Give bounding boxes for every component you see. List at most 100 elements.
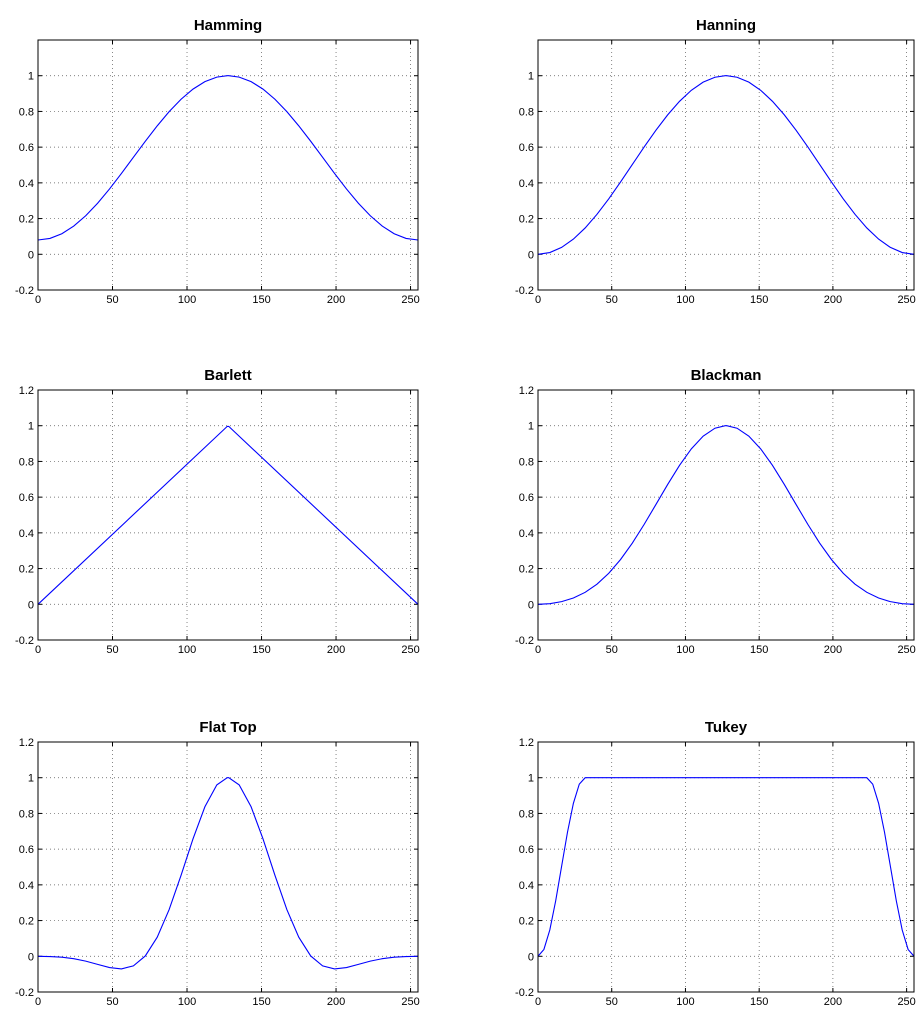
x-tick-label: 0 — [535, 294, 541, 306]
x-tick-label: 250 — [401, 996, 419, 1008]
x-tick-label: 0 — [535, 996, 541, 1008]
y-tick-label: 0.2 — [19, 916, 34, 928]
y-tick-label: 0.2 — [519, 214, 534, 226]
y-tick-label: 0.6 — [519, 492, 534, 504]
y-tick-label: 1 — [28, 421, 34, 433]
y-tick-label: 0 — [28, 599, 34, 611]
x-tick-label: 100 — [676, 996, 694, 1008]
x-tick-label: 100 — [178, 644, 196, 656]
y-tick-label: 1.2 — [519, 385, 534, 397]
axes-frame — [37, 741, 419, 993]
x-tick-label: 50 — [606, 644, 618, 656]
x-tick-label: 100 — [676, 644, 694, 656]
window-curve — [537, 75, 915, 255]
window-curve — [537, 777, 915, 957]
x-tick-label: 50 — [106, 294, 118, 306]
subplot-title: Blackman — [691, 367, 762, 384]
window-curve — [537, 425, 915, 605]
x-tick-label: 50 — [106, 644, 118, 656]
y-tick-label: 0 — [528, 249, 534, 261]
y-tick-label: 0 — [28, 249, 34, 261]
y-tick-label: -0.2 — [515, 285, 534, 297]
x-tick-label: 200 — [824, 294, 842, 306]
y-tick-label: 0.4 — [519, 880, 534, 892]
y-tick-label: 0.4 — [19, 880, 34, 892]
window-curve — [37, 777, 419, 970]
x-tick-label: 200 — [327, 644, 345, 656]
x-tick-label: 0 — [535, 644, 541, 656]
y-tick-label: 0.8 — [19, 456, 34, 468]
subplot-title: Hamming — [194, 17, 262, 34]
x-tick-label: 150 — [252, 996, 270, 1008]
y-tick-label: -0.2 — [15, 285, 34, 297]
y-tick-label: 0.4 — [19, 178, 34, 190]
x-tick-label: 0 — [35, 996, 41, 1008]
y-tick-label: 1.2 — [519, 737, 534, 749]
y-tick-label: 0 — [528, 951, 534, 963]
x-tick-label: 0 — [35, 294, 41, 306]
x-tick-label: 50 — [606, 294, 618, 306]
x-tick-label: 150 — [252, 644, 270, 656]
y-tick-label: 0.2 — [19, 214, 34, 226]
y-tick-label: 1 — [528, 71, 534, 83]
y-tick-label: 0.2 — [519, 916, 534, 928]
x-tick-label: 150 — [750, 644, 768, 656]
axes-frame — [37, 389, 419, 641]
y-tick-label: -0.2 — [15, 635, 34, 647]
x-tick-label: 250 — [401, 294, 419, 306]
y-tick-label: 0.8 — [19, 106, 34, 118]
x-tick-label: 250 — [401, 644, 419, 656]
y-tick-label: 0.4 — [19, 528, 34, 540]
y-tick-label: 0.8 — [519, 808, 534, 820]
subplot-title: Barlett — [204, 367, 252, 384]
y-tick-label: 0 — [28, 951, 34, 963]
y-tick-label: 0.6 — [519, 844, 534, 856]
subplot-title: Tukey — [705, 719, 748, 736]
x-tick-label: 50 — [106, 996, 118, 1008]
x-tick-label: 250 — [897, 294, 915, 306]
x-tick-label: 150 — [750, 996, 768, 1008]
axes-frame — [37, 39, 419, 291]
subplot-title: Flat Top — [199, 719, 256, 736]
x-tick-label: 200 — [824, 996, 842, 1008]
x-tick-label: 100 — [178, 294, 196, 306]
x-tick-label: 200 — [824, 644, 842, 656]
y-tick-label: 0.6 — [519, 142, 534, 154]
y-tick-label: 0.2 — [519, 564, 534, 576]
x-tick-label: 200 — [327, 294, 345, 306]
x-tick-label: 100 — [676, 294, 694, 306]
y-tick-label: -0.2 — [515, 635, 534, 647]
y-tick-label: 0.6 — [19, 844, 34, 856]
y-tick-label: 0.8 — [519, 456, 534, 468]
axes-frame — [537, 39, 915, 291]
y-tick-label: 1 — [528, 773, 534, 785]
x-tick-label: 250 — [897, 996, 915, 1008]
subplot-title: Hanning — [696, 17, 756, 34]
y-tick-label: 1 — [528, 421, 534, 433]
y-tick-label: 0.4 — [519, 178, 534, 190]
y-tick-label: 1.2 — [19, 385, 34, 397]
x-tick-label: 200 — [327, 996, 345, 1008]
y-tick-label: 0 — [528, 599, 534, 611]
y-tick-label: -0.2 — [515, 987, 534, 999]
window-curve — [37, 75, 419, 241]
window-curve — [37, 425, 419, 605]
y-tick-label: 1.2 — [19, 737, 34, 749]
y-tick-label: 0.6 — [19, 492, 34, 504]
y-tick-label: -0.2 — [15, 987, 34, 999]
x-tick-label: 0 — [35, 644, 41, 656]
y-tick-label: 0.8 — [519, 106, 534, 118]
x-tick-label: 150 — [750, 294, 768, 306]
y-tick-label: 1 — [28, 773, 34, 785]
x-tick-label: 150 — [252, 294, 270, 306]
y-tick-label: 0.4 — [519, 528, 534, 540]
y-tick-label: 0.8 — [19, 808, 34, 820]
axes-frame — [537, 741, 915, 993]
x-tick-label: 250 — [897, 644, 915, 656]
